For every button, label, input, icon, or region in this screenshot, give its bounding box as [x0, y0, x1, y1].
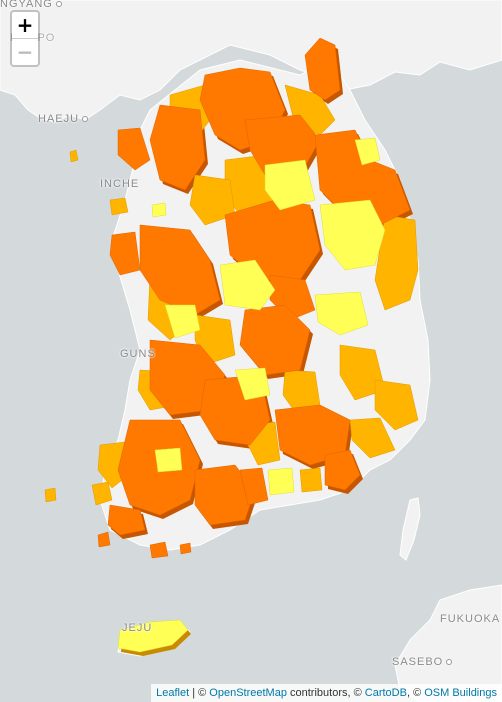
land-north: [0, 0, 502, 123]
zoom-out-button[interactable]: −: [12, 38, 38, 65]
city-label-jeju: JEJU: [122, 622, 153, 634]
leaflet-link[interactable]: Leaflet: [156, 687, 190, 699]
zoom-control: + −: [10, 10, 40, 67]
land-tsushima: [399, 497, 421, 561]
map-attribution: Leaflet | © OpenStreetMap contributors, …: [151, 684, 502, 702]
city-label-incheon: INCHE: [100, 178, 140, 190]
city-label-haeju: HAEJU: [38, 113, 89, 125]
zoom-in-button[interactable]: +: [16, 13, 34, 37]
attribution-sep-2: , ©: [406, 687, 425, 699]
city-label-fukuoka: FUKUOKA: [440, 613, 501, 625]
region-low: [117, 137, 386, 653]
attribution-contributors: contributors, ©: [286, 687, 365, 699]
attribution-sep-1: | ©: [189, 687, 210, 699]
osm-buildings-link[interactable]: OSM Buildings: [424, 687, 497, 699]
city-label-sasebo: SASEBO: [392, 656, 453, 668]
city-label-pyongyang: NGYANG: [0, 0, 62, 10]
cartodb-link[interactable]: CartoDB: [364, 687, 407, 699]
city-label-gunsan: GUNS: [120, 348, 156, 360]
openstreetmap-link[interactable]: OpenStreetMap: [209, 687, 287, 699]
